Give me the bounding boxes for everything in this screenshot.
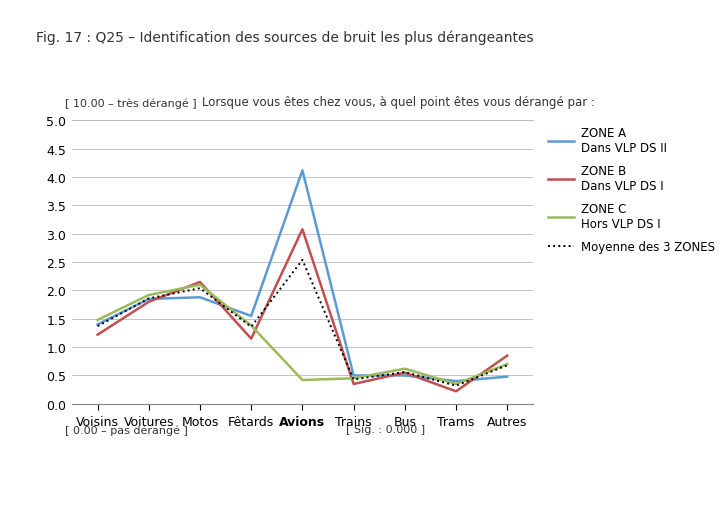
Text: [ Sig. : 0.000 ]: [ Sig. : 0.000 ] (346, 424, 425, 434)
Text: Fig. 17 : Q25 – Identification des sources de bruit les plus dérangeantes: Fig. 17 : Q25 – Identification des sourc… (36, 30, 534, 45)
Text: [ 0.00 – pas dérangé ]: [ 0.00 – pas dérangé ] (65, 424, 188, 435)
Text: [ 10.00 – très dérangé ]: [ 10.00 – très dérangé ] (65, 98, 197, 109)
Text: Lorsque vous êtes chez vous, à quel point êtes vous dérangé par :: Lorsque vous êtes chez vous, à quel poin… (202, 95, 595, 109)
Legend: ZONE A
Dans VLP DS II, ZONE B
Dans VLP DS I, ZONE C
Hors VLP DS I, Moyenne des 3: ZONE A Dans VLP DS II, ZONE B Dans VLP D… (548, 127, 715, 254)
